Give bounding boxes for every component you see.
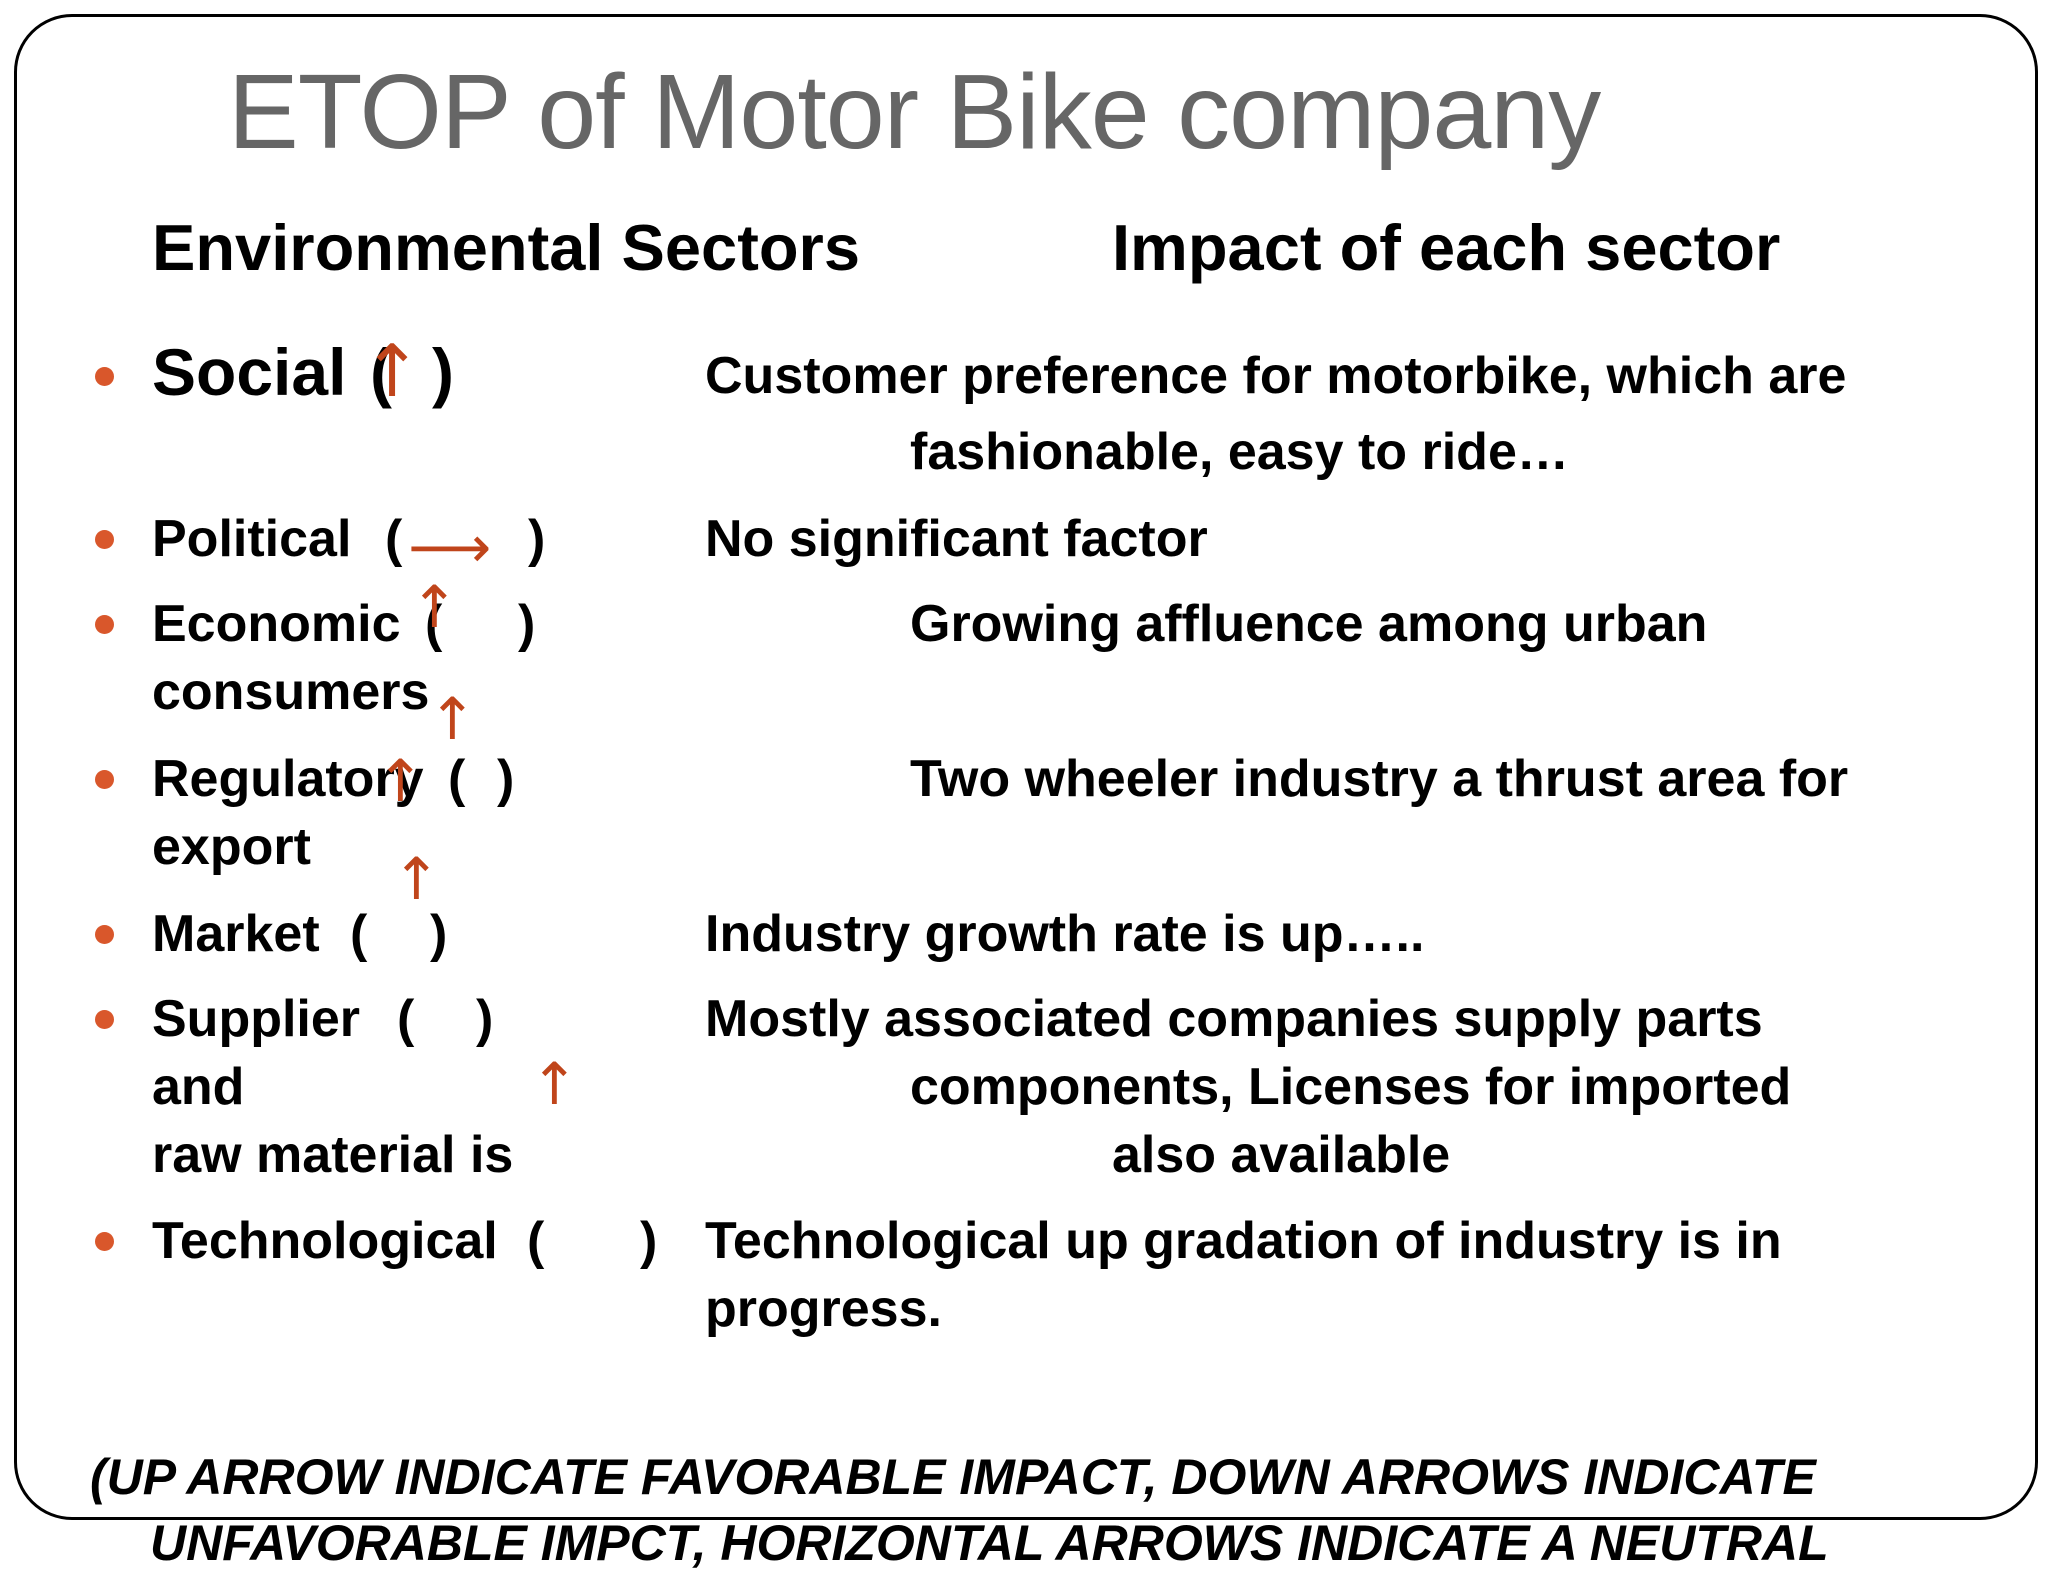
bullet-technological	[95, 1232, 114, 1251]
impact-regulatory: Two wheeler industry a thrust area for	[910, 750, 1849, 808]
sector-regulatory-extra: export	[152, 818, 311, 876]
paren-close: )	[518, 595, 536, 653]
impact-supplier-line2: components, Licenses for imported	[910, 1058, 1792, 1116]
paren-close: )	[640, 1212, 658, 1270]
paren-close: )	[432, 335, 454, 409]
header-impact: Impact of each sector	[1112, 211, 1781, 284]
up-arrow-icon: ↑	[392, 845, 441, 913]
slide-title: ETOP of Motor Bike company	[228, 53, 1601, 171]
up-arrow-icon: ↑	[530, 1050, 579, 1118]
sector-economic-extra: consumers	[152, 663, 430, 721]
paren-close: )	[528, 510, 546, 568]
sector-supplier: Supplier	[152, 990, 361, 1048]
sector-social: Social	[152, 335, 347, 409]
paren-close: )	[430, 905, 448, 963]
paren-open: (	[350, 905, 368, 963]
impact-political: No significant factor	[705, 510, 1208, 568]
sector-political: Political	[152, 510, 352, 568]
impact-technological-line1: Technological up gradation of industry i…	[705, 1212, 1782, 1270]
slide-frame	[14, 14, 2038, 1520]
impact-market: Industry growth rate is up…..	[705, 905, 1425, 963]
paren-open: (	[425, 595, 443, 653]
impact-supplier-line1: Mostly associated companies supply parts	[705, 990, 1763, 1048]
up-arrow-icon: ↑	[410, 573, 459, 641]
sector-supplier-extra-2: raw material is	[152, 1126, 514, 1184]
impact-supplier-line3: also available	[1112, 1126, 1451, 1184]
footer-line-1: (UP ARROW INDICATE FAVORABLE IMPACT, DOW…	[90, 1449, 1816, 1505]
sector-supplier-extra-1: and	[152, 1058, 245, 1116]
sector-regulatory: Regulatory	[152, 750, 424, 808]
impact-social-line2: fashionable, easy to ride…	[910, 423, 1569, 481]
paren-close: )	[497, 750, 515, 808]
bullet-supplier	[95, 1010, 114, 1029]
header-environmental-sectors: Environmental Sectors	[152, 211, 860, 284]
up-arrow-icon: ↑	[362, 329, 423, 413]
footer-line-2: UNFAVORABLE IMPCT, HORIZONTAL ARROWS IND…	[150, 1515, 1829, 1571]
impact-economic: Growing affluence among urban	[910, 595, 1708, 653]
paren-open: (	[448, 750, 466, 808]
impact-social-line1: Customer preference for motorbike, which…	[705, 347, 1847, 405]
sector-market: Market	[152, 905, 320, 963]
paren-open: (	[370, 335, 392, 409]
paren-open: (	[385, 510, 403, 568]
bullet-political	[95, 530, 114, 549]
bullet-economic	[95, 615, 114, 634]
sector-technological: Technological	[152, 1212, 498, 1270]
impact-technological-line2: progress.	[705, 1280, 942, 1338]
paren-open: (	[527, 1212, 545, 1270]
sector-economic: Economic	[152, 595, 401, 653]
bullet-social	[95, 367, 114, 386]
up-arrow-icon: ↑	[428, 685, 477, 753]
bullet-market	[95, 925, 114, 944]
up-arrow-icon: ↑	[376, 747, 425, 815]
paren-open: (	[397, 990, 415, 1048]
bullet-regulatory	[95, 770, 114, 789]
paren-close: )	[476, 990, 494, 1048]
right-arrow-icon: ⟶	[408, 513, 492, 581]
footer-note: (UP ARROW INDICATE FAVORABLE IMPACT, DOW…	[90, 1444, 1829, 1576]
